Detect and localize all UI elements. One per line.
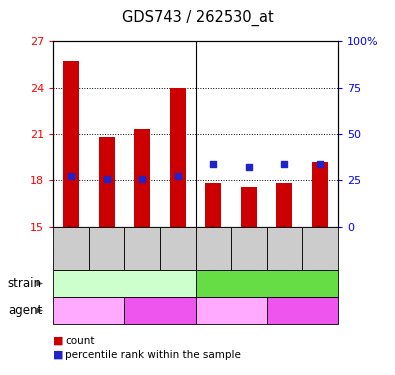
Text: percentile rank within the sample: percentile rank within the sample: [65, 350, 241, 360]
Text: count: count: [65, 336, 95, 346]
Text: GSM13421: GSM13421: [102, 224, 111, 273]
Bar: [276, 183, 292, 227]
Text: GSM13429: GSM13429: [316, 224, 324, 273]
Text: GSM13423: GSM13423: [138, 224, 147, 273]
Bar: [99, 137, 115, 227]
Bar: [312, 162, 328, 227]
Bar: [134, 129, 150, 227]
Bar: [63, 62, 79, 227]
Point: [317, 161, 323, 167]
Text: GSM13426: GSM13426: [209, 224, 218, 273]
Bar: [205, 183, 221, 227]
Text: yucca: yucca: [249, 277, 284, 290]
Text: strain: strain: [8, 277, 42, 290]
Point: [103, 176, 110, 182]
Text: GSM13424: GSM13424: [173, 224, 182, 273]
Point: [210, 161, 216, 167]
Text: control: control: [211, 304, 252, 317]
Point: [68, 173, 74, 179]
Bar: [241, 188, 257, 227]
Bar: [170, 88, 186, 227]
Text: GDS743 / 262530_at: GDS743 / 262530_at: [122, 9, 273, 26]
Text: BR: BR: [152, 304, 168, 317]
Text: wild type: wild type: [97, 277, 152, 290]
Point: [175, 173, 181, 179]
Text: GSM13427: GSM13427: [245, 224, 253, 273]
Text: GSM13428: GSM13428: [280, 224, 289, 273]
Point: [281, 161, 288, 167]
Text: GSM13420: GSM13420: [67, 224, 75, 273]
Text: control: control: [68, 304, 109, 317]
Point: [246, 164, 252, 170]
Text: BR: BR: [294, 304, 310, 317]
Text: agent: agent: [8, 304, 42, 317]
Text: ■: ■: [53, 350, 64, 360]
Point: [139, 176, 145, 182]
Text: ■: ■: [53, 336, 64, 346]
